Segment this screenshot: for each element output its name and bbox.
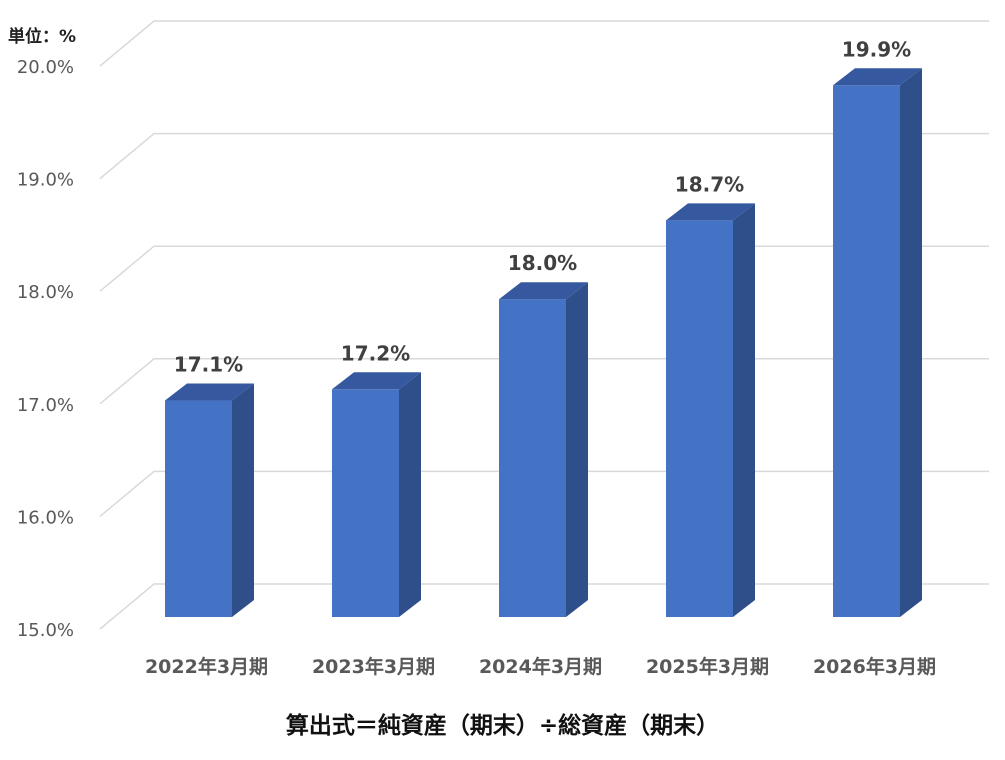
bar-top	[666, 203, 755, 221]
y-tick-label: 16.0%	[17, 507, 74, 528]
data-label: 19.9%	[842, 37, 911, 61]
x-tick-label: 2026年3月期	[813, 655, 936, 678]
y-tick-label: 17.0%	[17, 395, 74, 416]
data-label: 17.1%	[174, 353, 243, 377]
bar-side	[399, 372, 421, 617]
x-tick-label: 2023年3月期	[312, 655, 435, 678]
bar-top	[165, 383, 254, 401]
bar-front	[332, 389, 399, 617]
x-tick-label: 2024年3月期	[479, 655, 602, 678]
gridline	[99, 132, 989, 180]
bar-front	[833, 85, 900, 617]
y-tick-label: 18.0%	[17, 282, 74, 303]
data-label: 18.0%	[508, 251, 577, 275]
bar-side	[566, 282, 588, 617]
data-label: 18.7%	[675, 172, 744, 196]
bar-front	[165, 400, 232, 617]
y-tick-label: 19.0%	[17, 170, 74, 191]
bar-side	[733, 203, 755, 617]
bar-front	[666, 220, 733, 617]
y-tick-label: 15.0%	[17, 620, 74, 641]
bar-front	[499, 299, 566, 617]
gridline	[99, 20, 989, 67]
bar-top	[833, 68, 922, 86]
x-tick-label: 2025年3月期	[646, 655, 769, 678]
bar-side	[900, 68, 922, 617]
bar-top	[499, 282, 588, 300]
unit-label: 単位：%	[8, 27, 77, 47]
bar-side	[232, 383, 254, 617]
x-tick-label: 2022年3月期	[145, 655, 268, 678]
bar-top	[332, 372, 421, 390]
formula-caption: 算出式＝純資産（期末）÷総資産（期末）	[285, 713, 720, 739]
data-label: 17.2%	[341, 341, 410, 365]
y-tick-label: 20.0%	[17, 57, 74, 78]
